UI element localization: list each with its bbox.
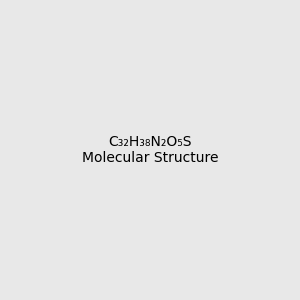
Text: C₃₂H₃₈N₂O₅S
Molecular Structure: C₃₂H₃₈N₂O₅S Molecular Structure: [82, 135, 218, 165]
